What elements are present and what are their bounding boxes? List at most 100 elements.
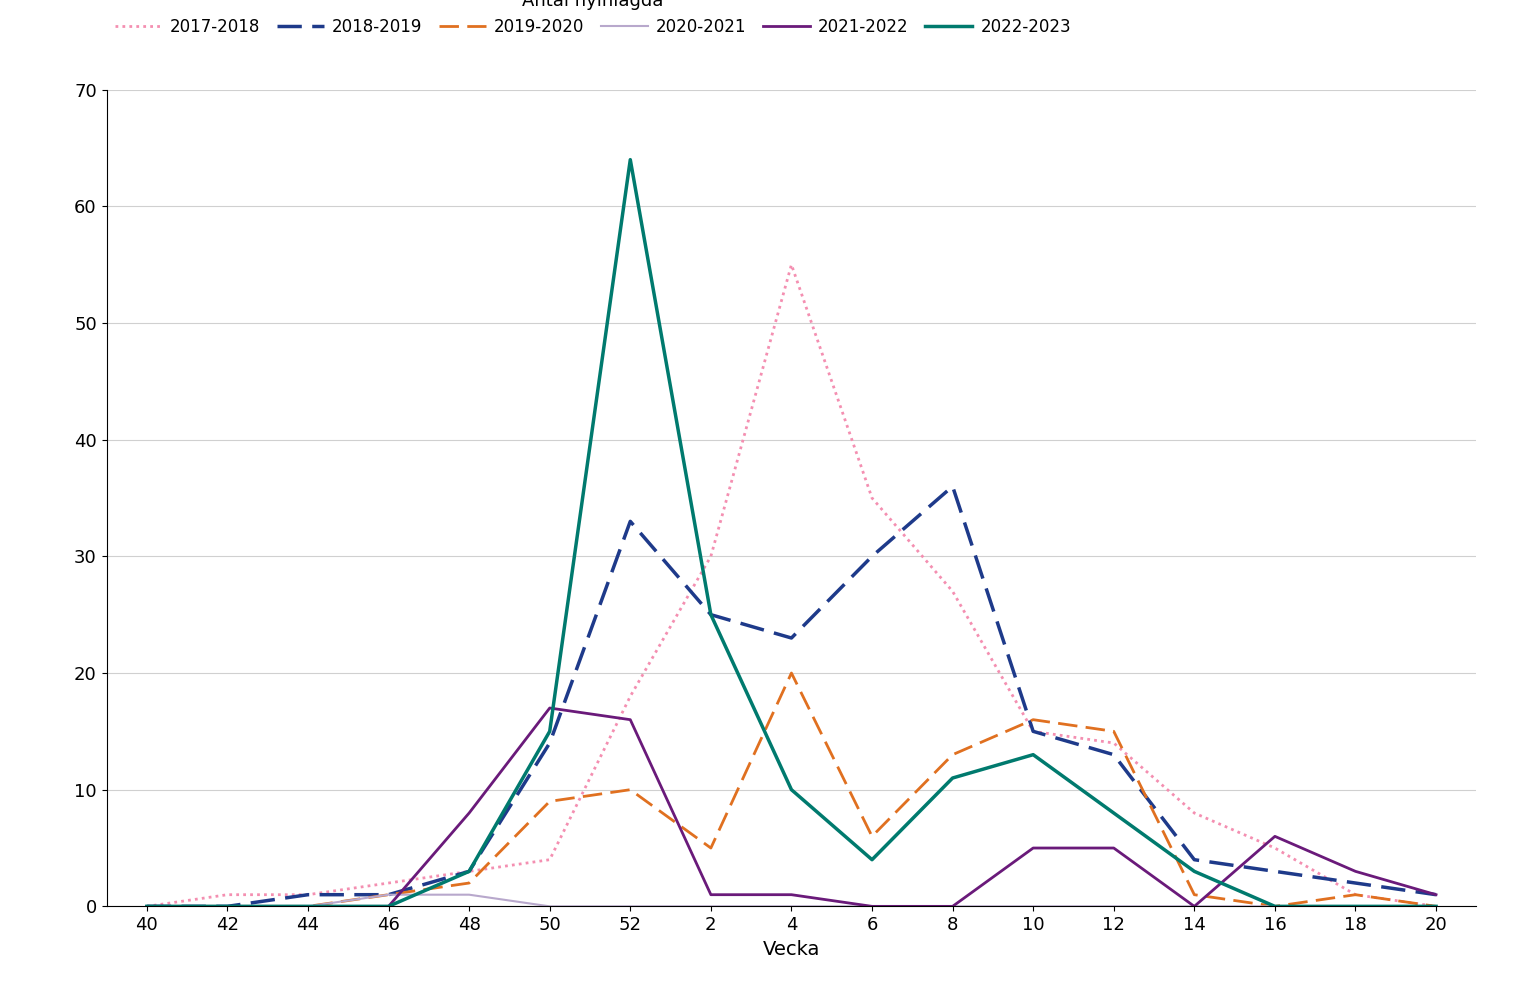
2022-2023	[1428, 900, 1446, 912]
2018-2019	[379, 888, 397, 900]
2022-2023	[944, 772, 962, 784]
2020-2021	[379, 888, 397, 900]
2021-2022	[621, 714, 639, 726]
2019-2020	[863, 831, 881, 843]
2021-2022	[1428, 888, 1446, 900]
2021-2022	[1347, 866, 1365, 877]
2022-2023	[540, 725, 559, 737]
2020-2021	[782, 900, 801, 912]
2021-2022	[218, 900, 236, 912]
2022-2023	[218, 900, 236, 912]
2022-2023	[460, 866, 478, 877]
2022-2023	[1105, 807, 1123, 819]
2018-2019	[1186, 854, 1204, 866]
2021-2022	[379, 900, 397, 912]
2020-2021	[621, 900, 639, 912]
2017-2018	[1105, 737, 1123, 749]
2019-2020	[540, 796, 559, 808]
Line: 2018-2019: 2018-2019	[146, 486, 1437, 906]
2021-2022	[1266, 831, 1285, 843]
2018-2019	[1024, 725, 1043, 737]
2019-2020	[621, 784, 639, 796]
2022-2023	[379, 900, 397, 912]
2019-2020	[944, 749, 962, 761]
2022-2023	[702, 609, 720, 621]
2020-2021	[540, 900, 559, 912]
2020-2021	[1428, 900, 1446, 912]
X-axis label: Vecka: Vecka	[763, 939, 820, 958]
2017-2018	[460, 866, 478, 877]
2019-2020	[702, 842, 720, 854]
2017-2018	[1024, 725, 1043, 737]
2017-2018	[379, 877, 397, 889]
2020-2021	[863, 900, 881, 912]
Line: 2020-2021: 2020-2021	[146, 894, 1437, 906]
2017-2018	[1347, 888, 1365, 900]
2017-2018	[782, 259, 801, 271]
2020-2021	[460, 888, 478, 900]
2017-2018	[298, 888, 317, 900]
2019-2020	[218, 900, 236, 912]
2020-2021	[702, 900, 720, 912]
2020-2021	[218, 900, 236, 912]
2018-2019	[1105, 749, 1123, 761]
2021-2022	[863, 900, 881, 912]
2022-2023	[137, 900, 155, 912]
2018-2019	[218, 900, 236, 912]
2018-2019	[702, 609, 720, 621]
2019-2020	[782, 667, 801, 679]
2020-2021	[1024, 900, 1043, 912]
2020-2021	[1186, 900, 1204, 912]
2018-2019	[1347, 877, 1365, 889]
2018-2019	[944, 480, 962, 492]
2020-2021	[1266, 900, 1285, 912]
2018-2019	[460, 866, 478, 877]
2019-2020	[1105, 725, 1123, 737]
2018-2019	[1428, 888, 1446, 900]
2021-2022	[782, 888, 801, 900]
2021-2022	[1024, 842, 1043, 854]
2022-2023	[298, 900, 317, 912]
2021-2022	[944, 900, 962, 912]
2018-2019	[137, 900, 155, 912]
2020-2021	[1105, 900, 1123, 912]
2017-2018	[1428, 900, 1446, 912]
2017-2018	[944, 586, 962, 598]
2021-2022	[702, 888, 720, 900]
2022-2023	[863, 854, 881, 866]
2020-2021	[1347, 900, 1365, 912]
2022-2023	[1024, 749, 1043, 761]
2018-2019	[540, 737, 559, 749]
2019-2020	[137, 900, 155, 912]
Line: 2022-2023: 2022-2023	[146, 159, 1437, 906]
2021-2022	[1186, 900, 1204, 912]
2017-2018	[1266, 842, 1285, 854]
2017-2018	[702, 551, 720, 563]
2019-2020	[1428, 900, 1446, 912]
2022-2023	[782, 784, 801, 796]
2019-2020	[1347, 888, 1365, 900]
2021-2022	[460, 807, 478, 819]
Legend: 2017-2018, 2018-2019, 2019-2020, 2020-2021, 2021-2022, 2022-2023: 2017-2018, 2018-2019, 2019-2020, 2020-20…	[114, 0, 1071, 36]
2022-2023	[621, 153, 639, 165]
2018-2019	[863, 551, 881, 563]
2017-2018	[1186, 807, 1204, 819]
2019-2020	[1024, 714, 1043, 726]
2017-2018	[137, 900, 155, 912]
2020-2021	[137, 900, 155, 912]
2021-2022	[298, 900, 317, 912]
2019-2020	[298, 900, 317, 912]
2021-2022	[540, 702, 559, 714]
Line: 2021-2022: 2021-2022	[146, 708, 1437, 906]
2022-2023	[1266, 900, 1285, 912]
2020-2021	[298, 900, 317, 912]
2020-2021	[944, 900, 962, 912]
2022-2023	[1186, 866, 1204, 877]
2017-2018	[218, 888, 236, 900]
2021-2022	[1105, 842, 1123, 854]
2018-2019	[298, 888, 317, 900]
2017-2018	[863, 492, 881, 504]
2018-2019	[1266, 866, 1285, 877]
2018-2019	[782, 632, 801, 644]
2019-2020	[460, 877, 478, 889]
